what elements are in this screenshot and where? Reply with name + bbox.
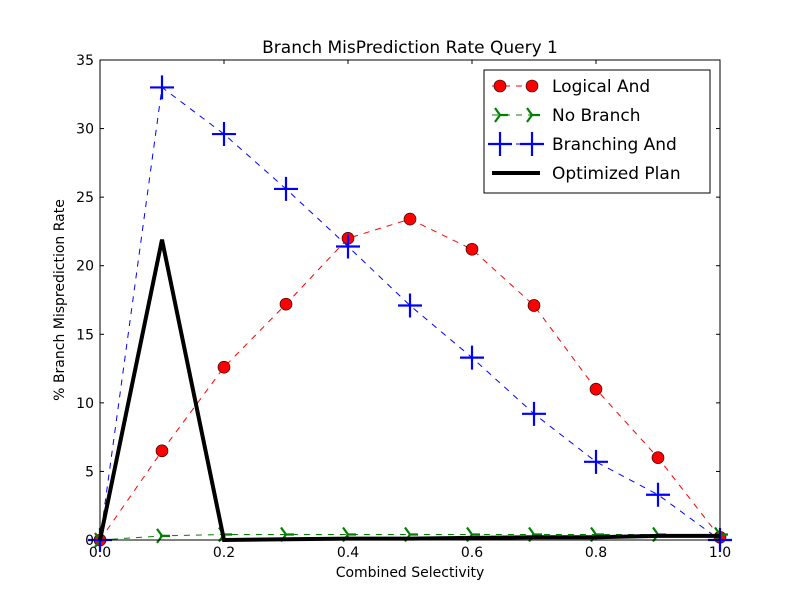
data-point-branching-and bbox=[522, 401, 546, 426]
legend-label-logical-and: Logical And bbox=[552, 77, 650, 97]
data-point-logical-and bbox=[589, 382, 603, 396]
data-point-branching-and bbox=[212, 122, 236, 147]
x-tick-label: 0.8 bbox=[585, 545, 607, 561]
legend-marker-branching-and bbox=[488, 132, 512, 156]
plot-area bbox=[88, 75, 732, 552]
y-tick-label: 20 bbox=[76, 259, 94, 275]
x-tick-label: 1.0 bbox=[709, 545, 731, 561]
x-tick-label: 0.0 bbox=[89, 545, 111, 561]
legend: Logical And No Branch Branching And Optimiz… bbox=[483, 69, 711, 194]
legend-marker-no-branch bbox=[494, 107, 508, 123]
data-point-branching-and bbox=[398, 293, 422, 318]
y-tick-label: 10 bbox=[76, 396, 94, 412]
y-tick-label: 30 bbox=[76, 122, 94, 138]
data-point-branching-and bbox=[584, 449, 608, 474]
legend-label-branching-and: Branching And bbox=[552, 135, 677, 155]
legend-marker-logical-and bbox=[493, 79, 507, 93]
y-tick-label: 25 bbox=[76, 190, 94, 206]
data-point-logical-and bbox=[279, 297, 293, 311]
data-point-branching-and bbox=[274, 176, 298, 201]
data-point-branching-and bbox=[336, 234, 360, 259]
legend-marker-branching-and bbox=[520, 132, 544, 156]
legend-label-no-branch: No Branch bbox=[552, 106, 641, 126]
data-point-logical-and bbox=[527, 299, 541, 312]
y-tick-label: 0 bbox=[85, 533, 94, 549]
data-point-logical-and bbox=[403, 212, 417, 226]
data-point-no-branch bbox=[156, 528, 170, 544]
data-point-branching-and bbox=[150, 75, 174, 100]
data-point-logical-and bbox=[465, 242, 479, 256]
data-point-branching-and bbox=[460, 345, 484, 370]
series-line-no-branch bbox=[99, 534, 720, 541]
data-point-logical-and bbox=[155, 444, 169, 458]
y-tick-label: 15 bbox=[76, 327, 94, 343]
y-tick-label: 5 bbox=[85, 464, 94, 480]
series-line-optimized-plan bbox=[98, 239, 720, 543]
data-point-branching-and bbox=[646, 482, 670, 507]
y-tick-label: 35 bbox=[76, 53, 94, 69]
axis-ticks: 0.0 0.2 0.4 0.6 0.8 1.0 0 5 10 15 20 25 30 35 bbox=[76, 53, 731, 561]
legend-marker-no-branch bbox=[526, 107, 540, 123]
legend-marker-logical-and bbox=[525, 79, 539, 93]
y-axis-label: % Branch Misprediction Rate bbox=[52, 199, 68, 401]
x-axis-label: Combined Selectivity bbox=[336, 565, 485, 581]
x-tick-label: 0.6 bbox=[461, 545, 483, 561]
axes-frame bbox=[99, 59, 721, 541]
series-line-branching-and bbox=[99, 86, 721, 541]
legend-label-optimized-plan: Optimized Plan bbox=[552, 164, 681, 184]
chart-title: Branch MisPrediction Rate Query 1 bbox=[262, 38, 558, 58]
x-tick-label: 0.4 bbox=[337, 545, 359, 561]
x-tick-label: 0.2 bbox=[213, 545, 235, 561]
data-point-logical-and bbox=[217, 360, 231, 374]
data-point-logical-and bbox=[651, 451, 665, 465]
